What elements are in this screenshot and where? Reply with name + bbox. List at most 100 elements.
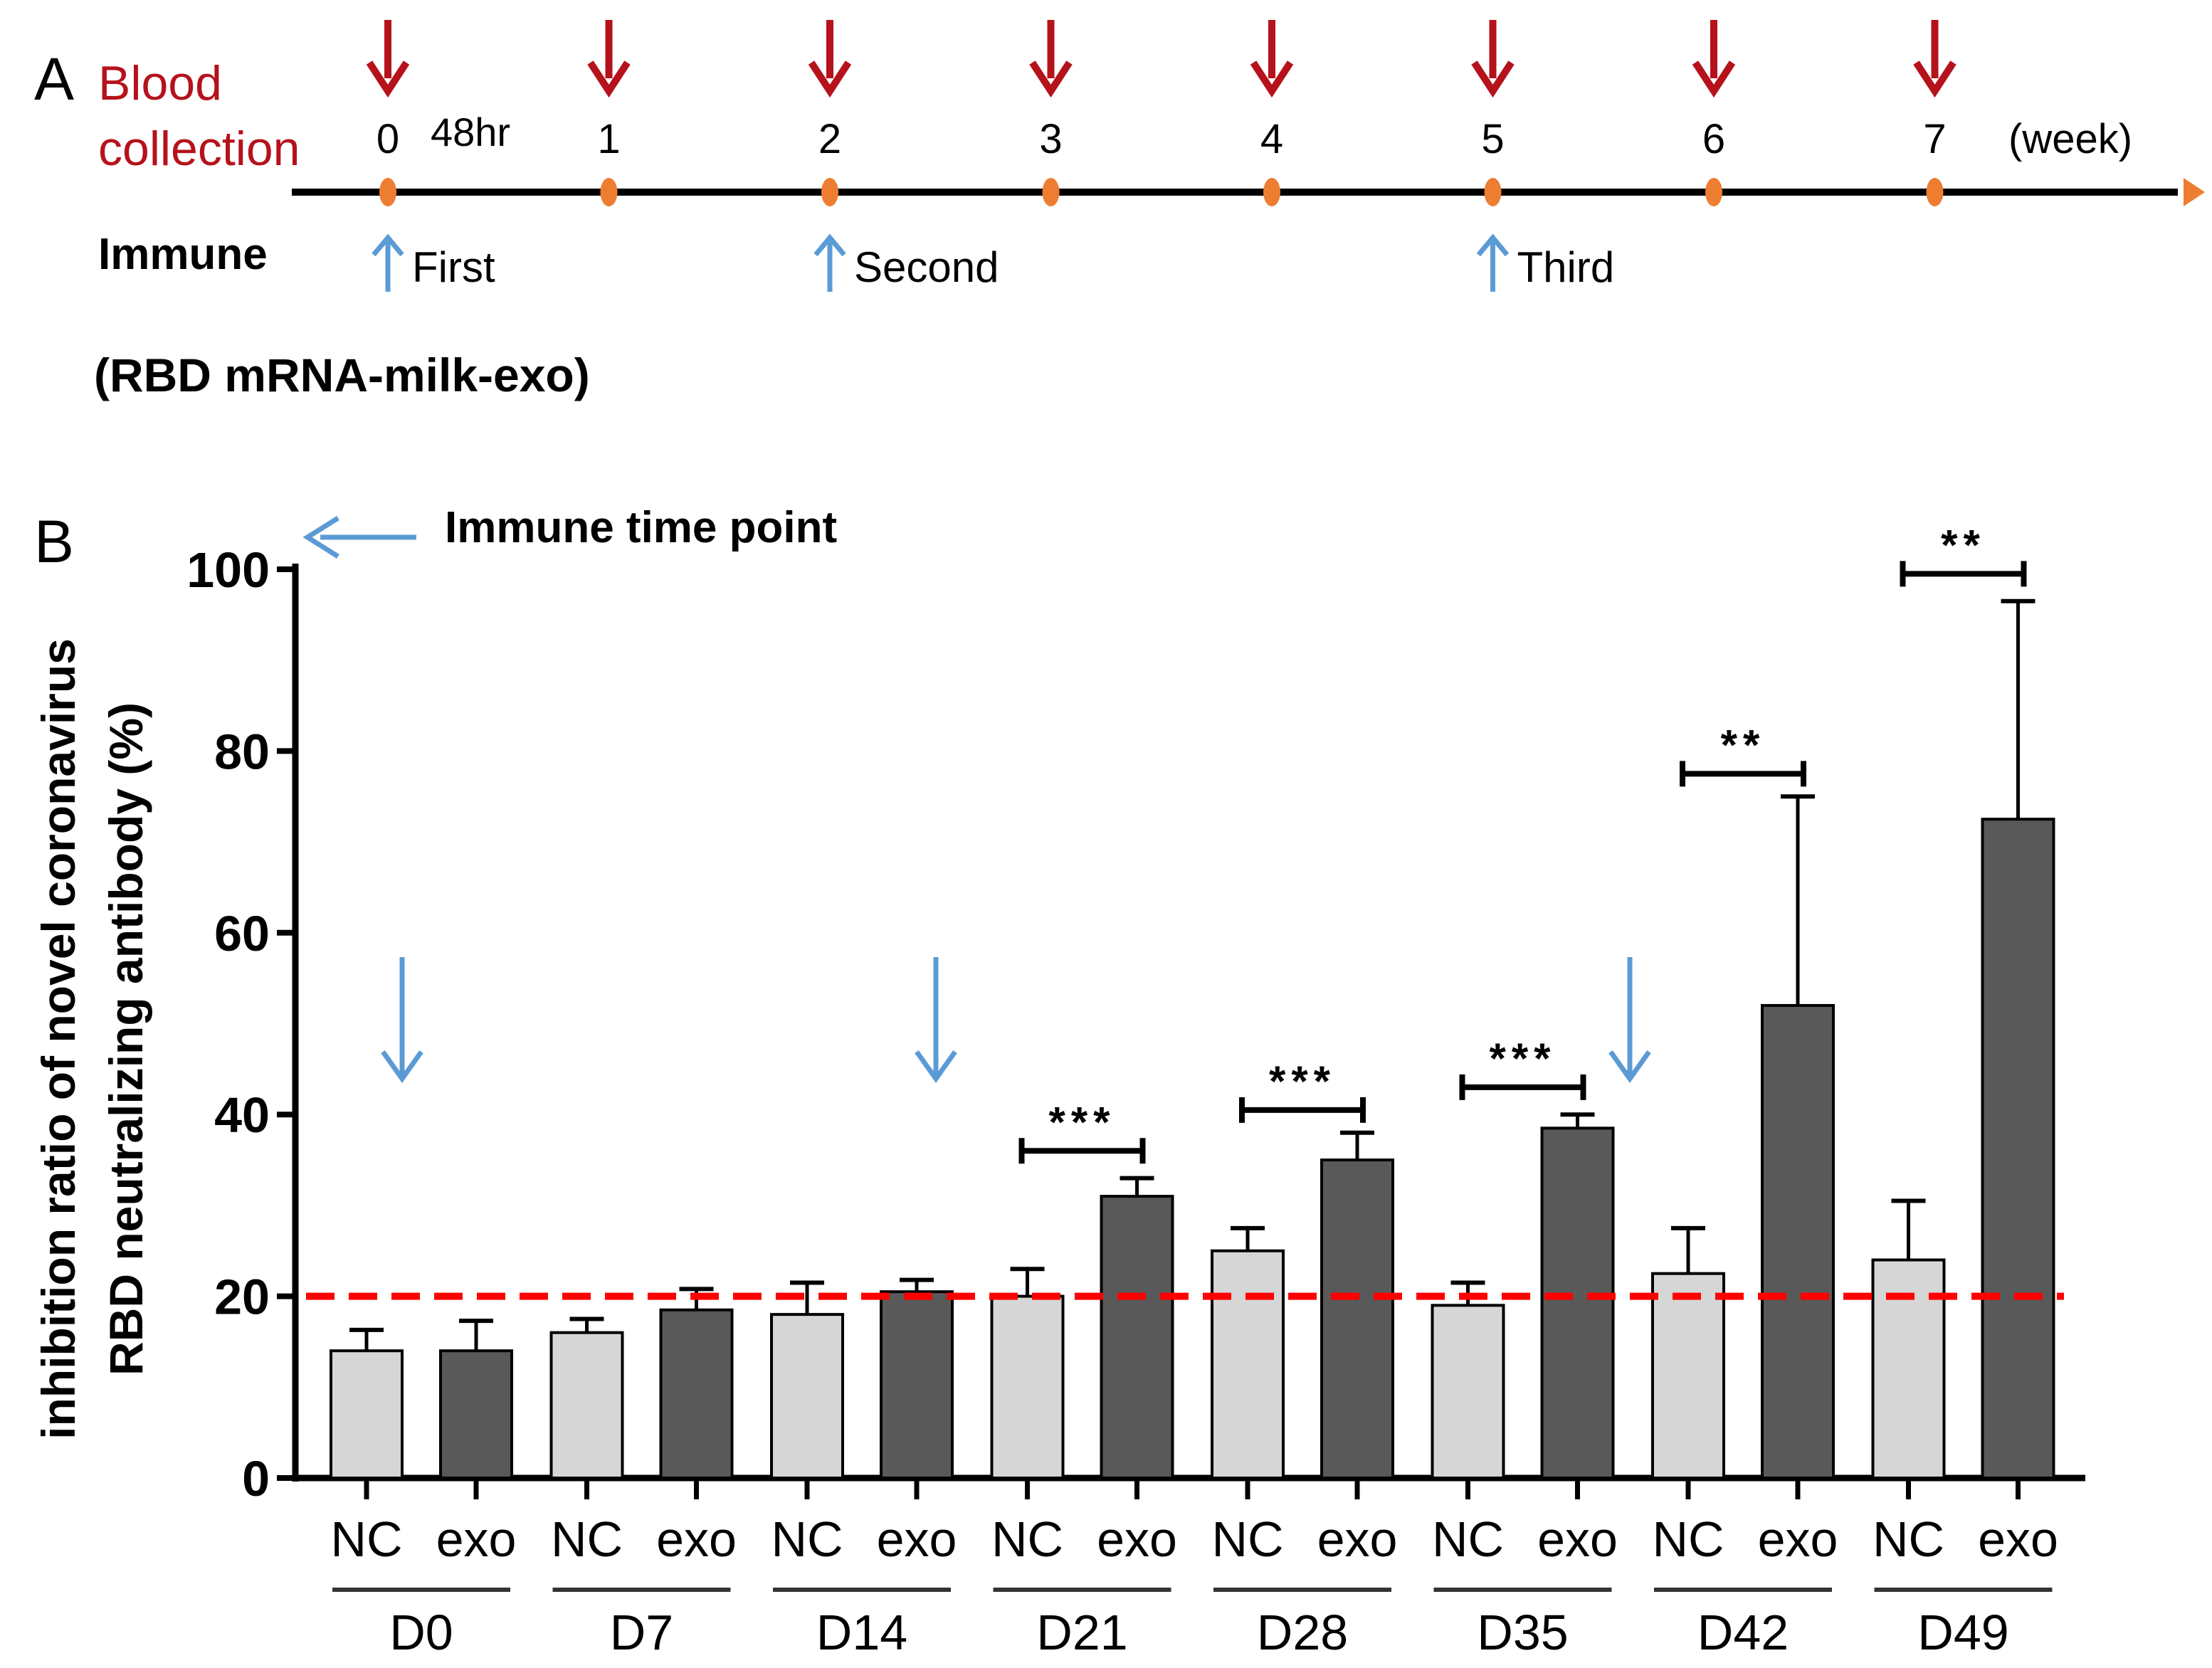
x-tick-label-exo: exo: [1978, 1511, 2058, 1567]
bar-d42-exo: [1761, 1003, 1835, 1479]
x-tick-label-nc: NC: [1652, 1511, 1724, 1567]
y-tick-label-0: 0: [242, 1451, 270, 1506]
legend-text: Immune time point: [445, 503, 837, 552]
group-label-d28: D28: [1257, 1605, 1348, 1660]
bar-d35-exo: [1540, 1126, 1615, 1479]
week-label-2: 2: [818, 116, 841, 162]
x-tick-label-exo: exo: [1537, 1511, 1618, 1567]
immune-label-third: Third: [1517, 243, 1615, 291]
timeline-dot-week-3: [1042, 178, 1060, 206]
significance-stars-d49: **: [1941, 521, 1986, 569]
blood-collection-arrow-icon: [1913, 60, 1956, 98]
hr48-label: 48hr: [431, 110, 510, 154]
panel-b-label: B: [34, 508, 74, 575]
legend: Immune time point: [302, 503, 837, 559]
timeline-dot-week-0: [379, 178, 396, 206]
blood-collection-label-line2: collection: [98, 122, 300, 176]
group-label-d14: D14: [816, 1605, 907, 1660]
x-tick-label-exo: exo: [1317, 1511, 1398, 1567]
timeline-arrow-tip-icon: [2184, 178, 2205, 206]
group-label-d7: D7: [610, 1605, 673, 1660]
week-label-5: 5: [1481, 116, 1504, 162]
panel-a-label: A: [34, 46, 74, 112]
week-label-3: 3: [1039, 116, 1062, 162]
chart-plot-area: 0 20 40 60 80 100 NC exo D0 NC exo D7 NC exo D14 NC exo D…: [186, 521, 2085, 1660]
blood-collection-label-line1: Blood: [98, 56, 222, 110]
week-label-1: 1: [597, 116, 620, 162]
bar-d7-nc: [549, 1331, 624, 1480]
immune-up-arrow-icon: [813, 233, 846, 257]
week-label-7: 7: [1923, 116, 1946, 162]
bar-d7-exo: [659, 1308, 734, 1479]
bar-d21-nc: [990, 1294, 1065, 1479]
x-tick-label-nc: NC: [1873, 1511, 1944, 1567]
group-label-d35: D35: [1477, 1605, 1568, 1660]
bar-d14-nc: [770, 1313, 844, 1480]
bar-d0-nc: [330, 1349, 404, 1479]
x-tick-label-exo: exo: [656, 1511, 737, 1567]
group-label-d42: D42: [1697, 1605, 1789, 1660]
y-tick-label-60: 60: [214, 906, 270, 961]
y-axis-label-line1: inhibition ratio of novel coronavirus: [32, 638, 85, 1440]
bar-d21-exo: [1100, 1195, 1174, 1479]
blood-collection-arrow-icon: [1692, 60, 1736, 98]
panel-b-bar-chart: B Immune time point inhibition ratio of …: [32, 503, 2085, 1660]
y-tick-label-40: 40: [214, 1087, 270, 1143]
bar-d28-nc: [1211, 1249, 1285, 1479]
blood-collection-arrow-icon: [808, 60, 852, 98]
x-tick-label-nc: NC: [991, 1511, 1063, 1567]
blood-collection-arrow-icon: [366, 60, 410, 98]
bar-d14-exo: [880, 1290, 954, 1479]
immune-label: Immune: [98, 230, 268, 279]
week-label-4: 4: [1260, 116, 1283, 162]
legend-arrow-icon: [302, 516, 339, 559]
timeline-weeks: 0 1 2 3 4 5 6 7: [366, 20, 1956, 206]
x-tick-label-nc: NC: [1211, 1511, 1283, 1567]
week-unit-label: (week): [2008, 116, 2132, 162]
immune-down-arrow-icon: [381, 1050, 423, 1084]
immune-down-arrow-icon: [915, 1050, 957, 1084]
bar-d35-nc: [1431, 1304, 1505, 1479]
group-label-d21: D21: [1036, 1605, 1127, 1660]
immune-label-first: First: [412, 243, 495, 291]
timeline-dot-week-7: [1926, 178, 1944, 206]
x-tick-label-nc: NC: [1432, 1511, 1504, 1567]
vaccine-label: (RBD mRNA-milk-exo): [94, 349, 590, 401]
x-tick-label-exo: exo: [436, 1511, 517, 1567]
y-tick-label-80: 80: [214, 724, 270, 779]
x-tick-label-nc: NC: [551, 1511, 623, 1567]
x-tick-label-nc: NC: [771, 1511, 843, 1567]
group-label-d49: D49: [1917, 1605, 2008, 1660]
immune-down-arrow-icon: [1608, 1050, 1651, 1084]
blood-collection-arrow-icon: [1250, 60, 1294, 98]
group-label-d0: D0: [389, 1605, 453, 1660]
week-label-0: 0: [376, 116, 399, 162]
x-tick-label-nc: NC: [330, 1511, 402, 1567]
bar-d42-nc: [1651, 1272, 1725, 1480]
immune-label-second: Second: [854, 243, 999, 291]
blood-collection-arrow-icon: [1029, 60, 1073, 98]
blood-collection-arrow-icon: [587, 60, 631, 98]
significance-stars-d21: ***: [1048, 1098, 1115, 1146]
bar-d49-exo: [1981, 818, 2055, 1480]
x-tick-label-exo: exo: [1097, 1511, 1177, 1567]
timeline-dot-week-4: [1263, 178, 1280, 206]
y-axis-label-line2: RBD neutralizing antibody (%): [100, 702, 152, 1376]
significance-stars-d35: ***: [1489, 1035, 1556, 1082]
x-tick-label-exo: exo: [1758, 1511, 1838, 1567]
significance-stars-d42: **: [1721, 721, 1766, 769]
x-tick-label-exo: exo: [877, 1511, 957, 1567]
y-tick-label-20: 20: [214, 1270, 270, 1325]
timeline-dot-week-5: [1484, 178, 1502, 206]
bar-d28-exo: [1320, 1158, 1394, 1480]
immunizations: First Second Third: [372, 233, 1615, 292]
week-label-6: 6: [1702, 116, 1725, 162]
immune-up-arrow-icon: [372, 233, 404, 257]
bar-d0-exo: [439, 1349, 513, 1479]
blood-collection-arrow-icon: [1471, 60, 1515, 98]
timeline-dot-week-2: [821, 178, 838, 206]
y-tick-label-100: 100: [186, 542, 270, 598]
timeline-dot-week-1: [600, 178, 618, 206]
